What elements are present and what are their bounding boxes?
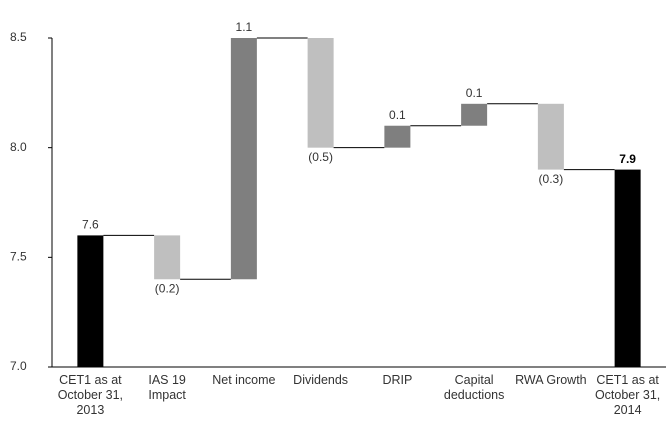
y-tick-label: 8.5 — [10, 30, 27, 44]
data-label: (0.5) — [308, 150, 333, 164]
data-label: 7.9 — [619, 152, 636, 166]
data-label: 0.1 — [466, 86, 483, 100]
x-tick-label: Dividends — [293, 373, 349, 387]
y-tick-label: 8.0 — [10, 140, 27, 154]
bar — [384, 125, 411, 148]
data-label: (0.2) — [155, 281, 180, 295]
x-tick-label: Net income — [212, 373, 276, 387]
x-tick-label: RWA Growth — [515, 373, 587, 387]
x-tick-label: Capital deductions — [443, 373, 505, 402]
bar — [230, 38, 257, 280]
bar — [154, 235, 181, 280]
data-label: 0.1 — [389, 108, 406, 122]
bar — [537, 103, 564, 170]
bar — [461, 103, 488, 126]
data-label: (0.3) — [539, 172, 564, 186]
x-tick-label: CET1 as at October 31, 2013 — [57, 373, 124, 417]
y-tick-label: 7.5 — [10, 250, 27, 264]
bar — [77, 235, 104, 367]
y-tick-label: 7.0 — [10, 359, 27, 373]
bar — [614, 169, 641, 367]
x-tick-label: DRIP — [382, 373, 413, 387]
data-label: 7.6 — [82, 218, 99, 232]
data-label: 1.1 — [236, 20, 253, 34]
bar — [307, 38, 334, 148]
x-tick-label: IAS 19 Impact — [148, 373, 186, 402]
x-tick-label: CET1 as at October 31, 2014 — [594, 373, 661, 417]
